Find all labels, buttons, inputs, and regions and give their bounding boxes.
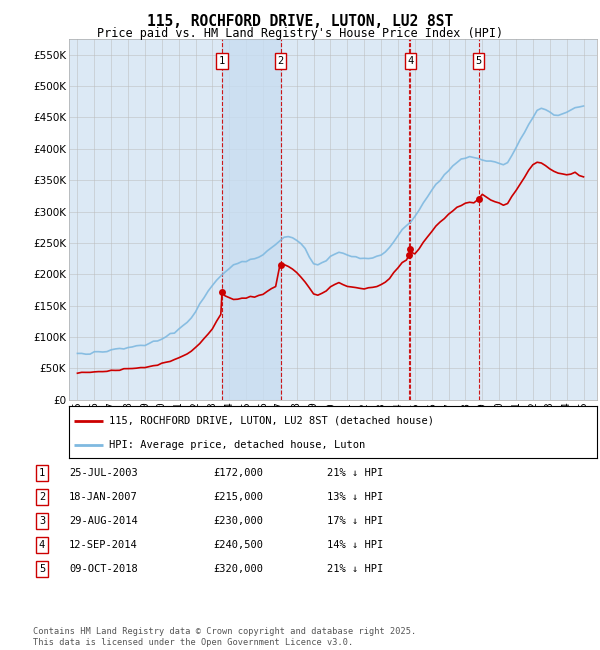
Text: 2: 2	[278, 56, 284, 66]
Text: 21% ↓ HPI: 21% ↓ HPI	[327, 564, 383, 575]
Text: £230,000: £230,000	[213, 516, 263, 526]
Text: 09-OCT-2018: 09-OCT-2018	[69, 564, 138, 575]
Text: 115, ROCHFORD DRIVE, LUTON, LU2 8ST (detached house): 115, ROCHFORD DRIVE, LUTON, LU2 8ST (det…	[109, 416, 434, 426]
Text: HPI: Average price, detached house, Luton: HPI: Average price, detached house, Luto…	[109, 440, 365, 450]
Text: 4: 4	[407, 56, 413, 66]
Text: 12-SEP-2014: 12-SEP-2014	[69, 540, 138, 551]
Text: 21% ↓ HPI: 21% ↓ HPI	[327, 468, 383, 478]
Text: 3: 3	[39, 516, 45, 526]
Text: 115, ROCHFORD DRIVE, LUTON, LU2 8ST: 115, ROCHFORD DRIVE, LUTON, LU2 8ST	[147, 14, 453, 29]
Text: £215,000: £215,000	[213, 492, 263, 502]
Text: 1: 1	[219, 56, 225, 66]
Text: Price paid vs. HM Land Registry's House Price Index (HPI): Price paid vs. HM Land Registry's House …	[97, 27, 503, 40]
Text: £320,000: £320,000	[213, 564, 263, 575]
Text: 5: 5	[475, 56, 482, 66]
Text: £240,500: £240,500	[213, 540, 263, 551]
Text: 1: 1	[39, 468, 45, 478]
Bar	[222, 39, 281, 400]
Text: 14% ↓ HPI: 14% ↓ HPI	[327, 540, 383, 551]
Text: 2: 2	[39, 492, 45, 502]
Text: 18-JAN-2007: 18-JAN-2007	[69, 492, 138, 502]
Text: 4: 4	[39, 540, 45, 551]
Text: 25-JUL-2003: 25-JUL-2003	[69, 468, 138, 478]
Text: Contains HM Land Registry data © Crown copyright and database right 2025.
This d: Contains HM Land Registry data © Crown c…	[33, 627, 416, 647]
Text: 13% ↓ HPI: 13% ↓ HPI	[327, 492, 383, 502]
Text: £172,000: £172,000	[213, 468, 263, 478]
Text: 5: 5	[39, 564, 45, 575]
Text: 17% ↓ HPI: 17% ↓ HPI	[327, 516, 383, 526]
Text: 29-AUG-2014: 29-AUG-2014	[69, 516, 138, 526]
